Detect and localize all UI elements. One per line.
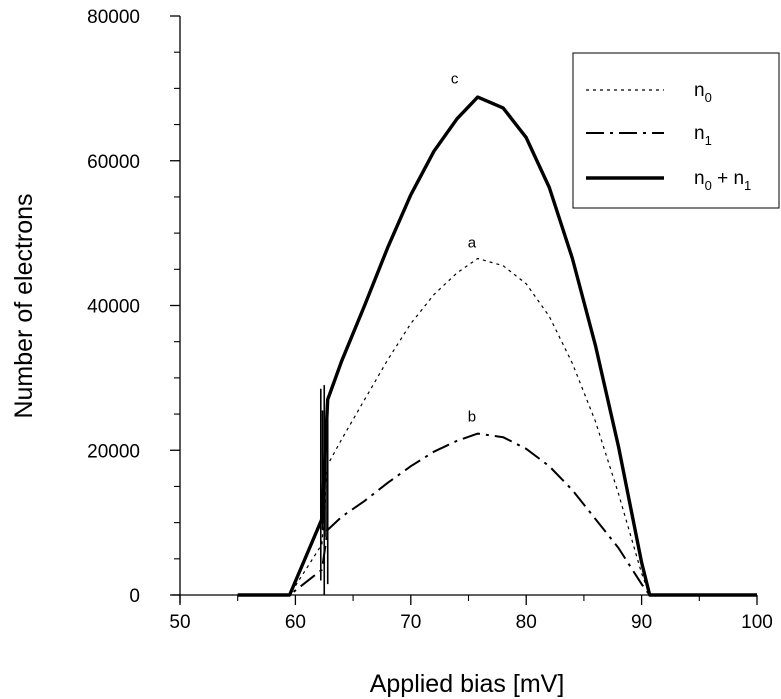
axes: 50 60 70 80 90 100 0 20000 40000 60000 80000 [87,7,773,633]
y-axis-label: Number of electrons [10,193,38,418]
series-line-b [237,432,757,596]
y-tick-label: 60000 [87,152,140,173]
legend: n0 n1 n0 + n1 [572,52,780,209]
curve-label-b: b [468,408,476,425]
x-axis-label: Applied bias [mV] [370,670,565,698]
x-tick-label: 60 [285,612,306,633]
legend-label-1: n0 [694,80,712,105]
y-tick-label: 40000 [87,297,140,318]
curve-label-a: a [468,235,477,252]
legend-label-2: n1 [694,123,712,148]
x-tick-label: 100 [741,612,773,633]
x-tick-label: 80 [516,612,537,633]
legend-label-3: n0 + n1 [694,168,751,193]
series-line-a [237,257,757,596]
curves [237,95,757,597]
y-tick-label: 0 [129,586,140,607]
y-tick-label: 80000 [87,7,140,28]
y-tick-label: 20000 [87,441,140,462]
x-tick-label: 90 [631,612,652,633]
series-line-c [237,95,757,597]
x-tick-label: 50 [169,612,190,633]
curve-label-c: c [451,70,459,87]
curve-labels: a b c [451,70,477,425]
x-tick-label: 70 [400,612,421,633]
legend-box [572,52,780,209]
